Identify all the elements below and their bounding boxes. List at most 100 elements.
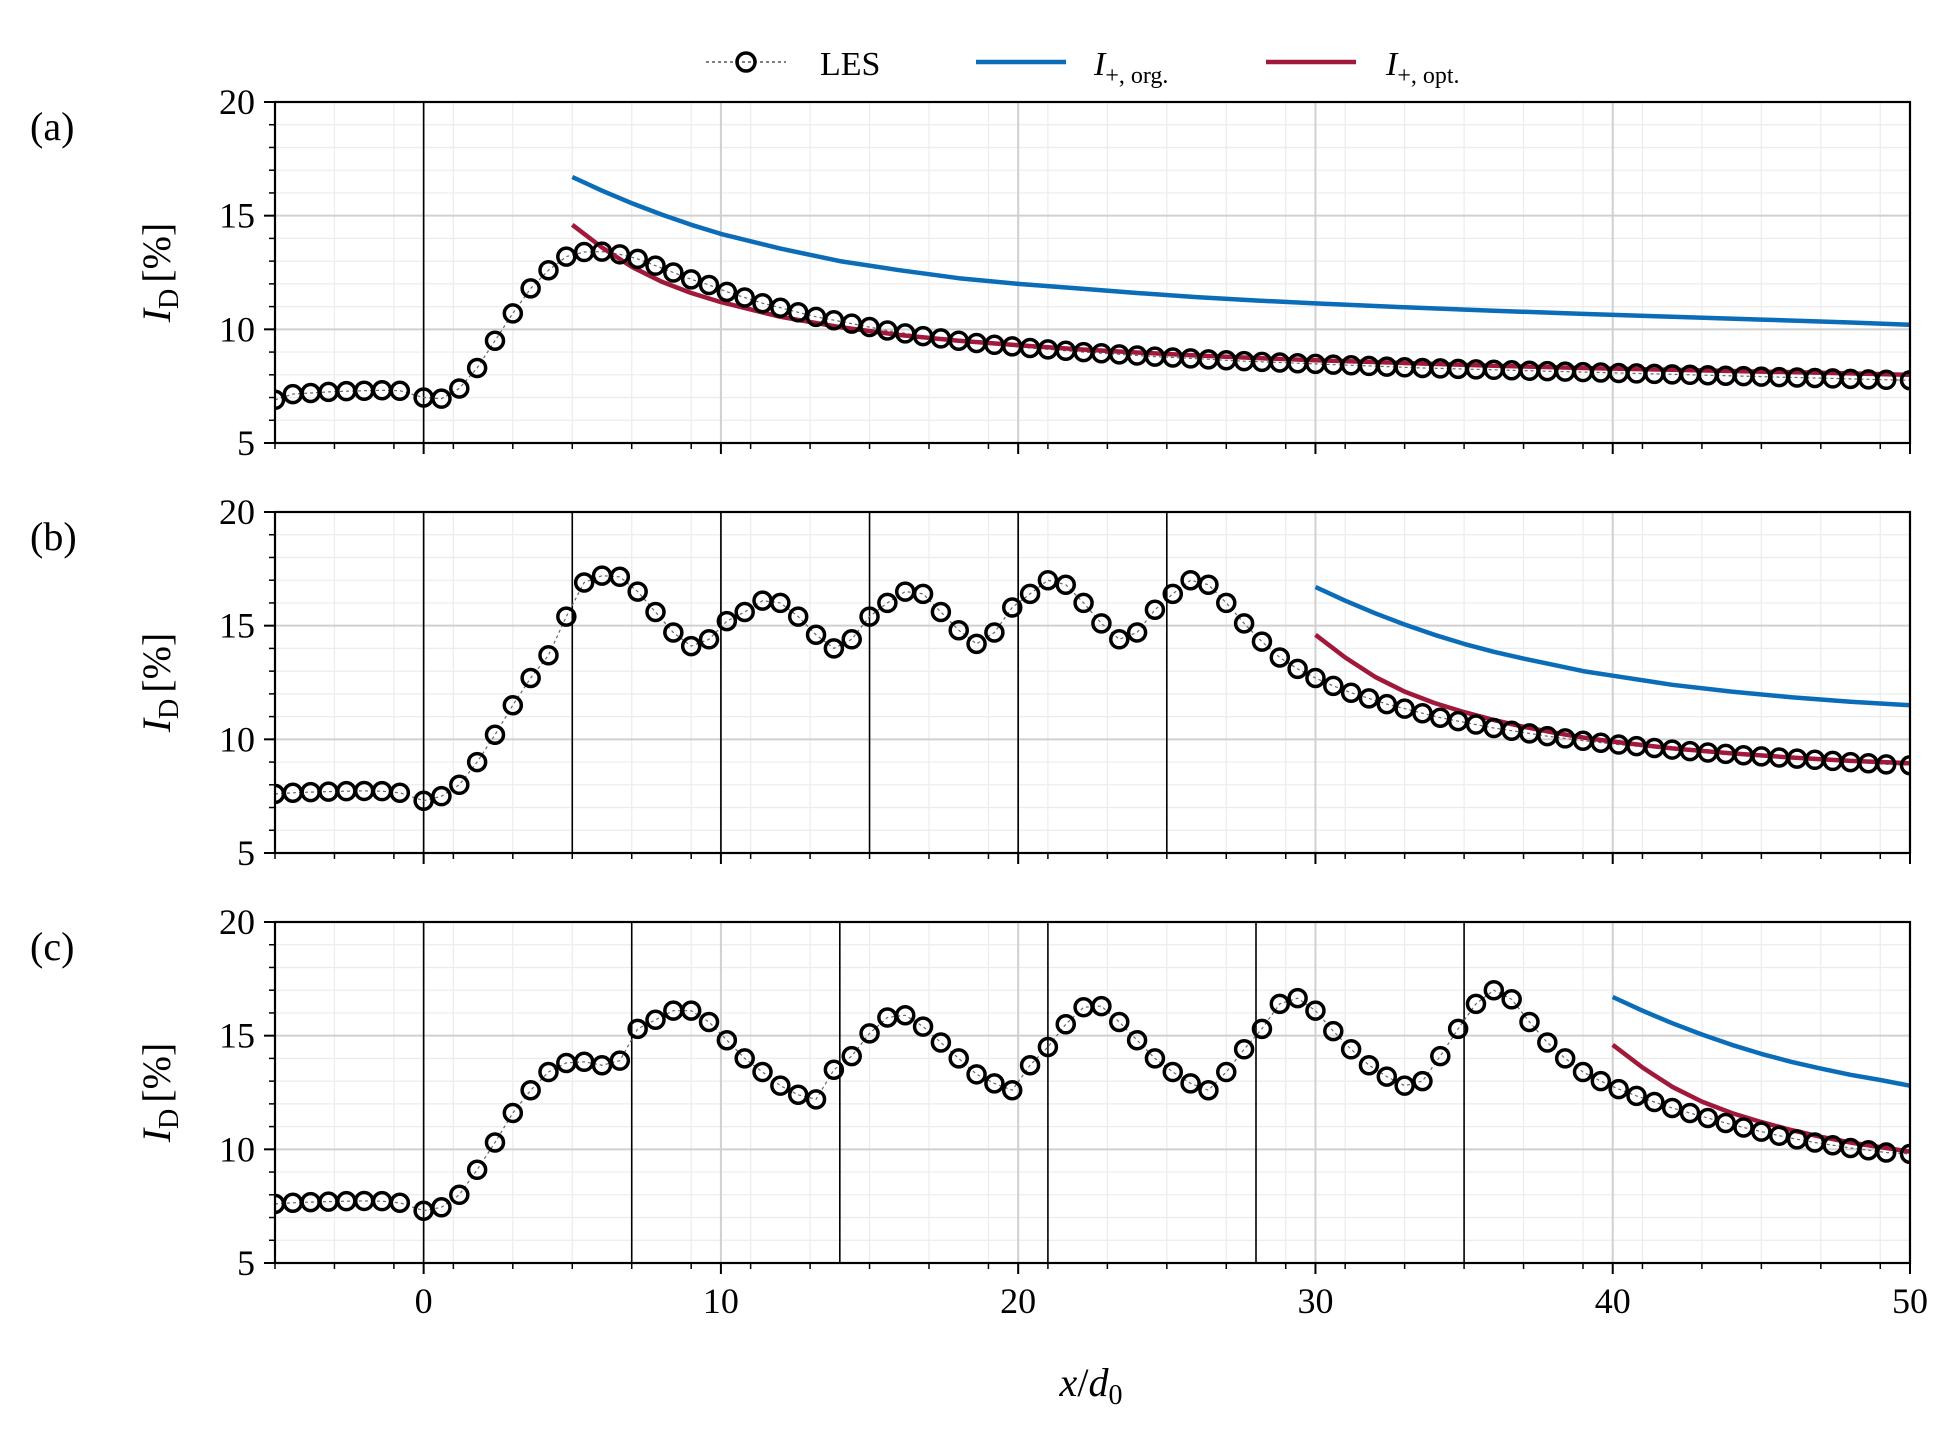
les-data-point [609, 1050, 631, 1071]
les-data-point [1875, 1142, 1897, 1163]
x-tick-label: 0 [415, 1281, 433, 1321]
les-data-point [449, 378, 470, 399]
les-data-point [966, 1064, 987, 1085]
les-data-point [609, 566, 631, 588]
y-axis-title: ID [%] [134, 223, 185, 324]
les-data-point [1899, 1143, 1910, 1165]
les-data-point [877, 592, 898, 614]
les-data-point [520, 278, 541, 299]
les-data-point [948, 619, 969, 641]
les-data-point [1899, 370, 1910, 391]
les-data-point [912, 583, 934, 605]
les-data-point [645, 255, 666, 276]
les-data-point [1875, 754, 1897, 775]
y-axis-title: ID [%] [134, 633, 185, 734]
les-data-point [841, 1045, 862, 1067]
les-data-point [1358, 688, 1380, 709]
les-data-point [770, 297, 791, 318]
les-data-point [1537, 1032, 1558, 1053]
y-tick-label: 10 [219, 1129, 255, 1169]
les-data-point [752, 292, 773, 314]
y-tick-label: 15 [219, 196, 255, 236]
les-data-point [1037, 1036, 1059, 1058]
les-data-point [1644, 1091, 1665, 1113]
les-series-line [275, 575, 1910, 802]
les-data-point [645, 1009, 666, 1031]
les-data-point [466, 1159, 488, 1181]
les-data-point [1180, 569, 1201, 591]
les-data-point [930, 1032, 952, 1053]
les-data-point [484, 724, 506, 746]
les-data-point [823, 638, 845, 659]
les-data-point [984, 1073, 1005, 1094]
les-data-point [734, 1048, 755, 1069]
les-data-point [1091, 995, 1112, 1017]
les-data-point [1055, 1014, 1076, 1035]
y-axis-unit: [%] [134, 633, 179, 693]
plot-frame [273, 920, 1912, 1265]
panel-c: 0 10 20 30 40 50 5 10 15 20 (c) ID [%] [30, 902, 1928, 1321]
x-tick-label: 10 [703, 1281, 739, 1321]
les-data-point [1626, 1085, 1647, 1107]
les-data-point [805, 624, 827, 646]
les-data-point [1251, 1018, 1273, 1040]
y-tick-label: 20 [219, 82, 255, 122]
les-data-point [716, 610, 738, 632]
les-data-point [556, 246, 577, 267]
legend-entry-opt: I+, opt. [1266, 46, 1460, 89]
les-data-point [1251, 631, 1273, 652]
x-tick-label: 40 [1595, 1281, 1631, 1321]
les-data-point [1198, 574, 1219, 595]
les-data-point [1519, 1011, 1540, 1033]
legend-entry-org: I+, org. [976, 46, 1168, 89]
les-data-point [466, 357, 488, 379]
les-data-point [1305, 1000, 1326, 1021]
les-data-point [805, 1089, 827, 1110]
y-tick-label: 5 [237, 423, 255, 463]
les-data-point [787, 606, 809, 627]
les-data-point [1216, 1061, 1237, 1083]
y-tick-label: 20 [219, 902, 255, 942]
les-data-point [538, 1061, 559, 1083]
les-series-line [275, 989, 1910, 1212]
org-series-line [1611, 994, 1910, 1088]
les-data-point [1144, 599, 1166, 621]
les-data-point [716, 1029, 738, 1051]
les-data-point [698, 1011, 720, 1033]
x-tick-label: 50 [1892, 1281, 1928, 1321]
les-data-point [823, 1059, 845, 1081]
les-data-point [300, 781, 321, 803]
les-data-point [1233, 1039, 1255, 1060]
les-data-point [1572, 1061, 1594, 1083]
les-data-point [1019, 583, 1041, 605]
les-data-point [894, 581, 916, 602]
x-tick-label: 30 [1297, 1281, 1333, 1321]
les-data-point [645, 601, 666, 623]
legend-entry-les: LES [706, 46, 880, 83]
les-data-point [1323, 675, 1344, 697]
les-data-point [1055, 574, 1076, 595]
plot-frame [273, 100, 1912, 445]
les-data-point [663, 262, 684, 283]
y-axis-unit: [%] [134, 1043, 179, 1103]
les-data-point [1590, 1070, 1612, 1092]
y-axis-subscript: D [154, 289, 185, 309]
les-data-point [787, 302, 809, 323]
les-data-point [1483, 979, 1505, 1001]
les-data-point [1358, 1054, 1380, 1076]
les-data-point [1269, 647, 1291, 668]
les-data-point [770, 592, 791, 614]
les-data-point [663, 622, 684, 643]
legend: LES I+, org. I+, opt. [706, 46, 1460, 89]
les-data-point [1465, 993, 1487, 1015]
les-data-point [573, 572, 595, 593]
les-data-point [1126, 622, 1148, 643]
les-data-point [1554, 1048, 1576, 1069]
les-data-point [1323, 1020, 1344, 1042]
legend-les-label: LES [820, 46, 880, 83]
les-data-point [1144, 1048, 1166, 1069]
les-data-point [627, 581, 648, 602]
y-axis-unit: [%] [134, 223, 179, 283]
les-series-line [275, 250, 1910, 401]
